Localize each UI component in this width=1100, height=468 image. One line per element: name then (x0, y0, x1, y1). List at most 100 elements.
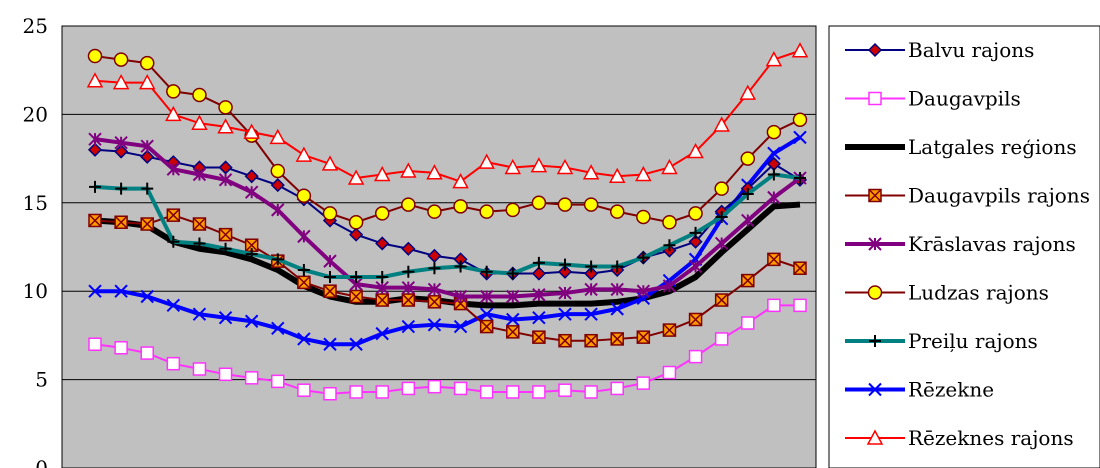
data-point (506, 325, 520, 339)
data-point (741, 316, 755, 330)
legend-label: Daugavpils rajons (908, 184, 1090, 208)
data-point (532, 330, 546, 344)
data-point (270, 163, 286, 179)
y-tick-label: 5 (35, 368, 48, 392)
data-point (765, 51, 783, 67)
data-point (766, 124, 782, 140)
data-point (479, 289, 494, 304)
data-point (741, 213, 755, 228)
data-point (582, 164, 600, 180)
series-line (94, 214, 801, 342)
data-point (584, 266, 599, 281)
data-point (506, 267, 519, 280)
data-point (350, 271, 363, 284)
series-line-5 (87, 48, 808, 230)
data-point (217, 118, 234, 134)
data-point (166, 84, 181, 99)
data-point (608, 167, 626, 184)
y-tick-label: 10 (23, 279, 48, 303)
data-point (349, 385, 363, 399)
data-point (689, 226, 702, 239)
data-point (401, 197, 416, 212)
legend-item: Ludzas rajons (845, 281, 1049, 305)
y-tick-label: 15 (23, 191, 48, 215)
legend-item: Rēzekne (845, 378, 994, 402)
series-line-6 (89, 168, 806, 284)
data-point (480, 265, 493, 278)
legend-label: Balvu rajons (908, 38, 1034, 62)
data-point (297, 275, 311, 290)
data-point (452, 173, 469, 189)
series-line (94, 148, 801, 275)
data-point (244, 371, 259, 385)
legend-label: Latgales reģions (908, 135, 1077, 159)
data-point (794, 172, 806, 185)
legend-item: Preiļu rajons (845, 329, 1038, 353)
data-point (558, 307, 572, 321)
data-point (506, 312, 520, 327)
data-point (401, 381, 416, 396)
data-point (349, 289, 363, 304)
data-point (244, 169, 259, 184)
data-point (687, 142, 704, 159)
data-point (868, 91, 882, 106)
data-point (532, 385, 546, 399)
data-point (688, 259, 703, 274)
data-point (243, 123, 260, 139)
legend-label: Daugavpils (908, 87, 1021, 111)
data-point (585, 260, 598, 273)
data-point (506, 289, 520, 304)
data-point (297, 383, 311, 397)
data-point (138, 73, 156, 90)
data-point (401, 293, 416, 307)
data-point (87, 48, 103, 64)
data-point (739, 84, 757, 100)
data-point (88, 213, 102, 228)
data-point (141, 182, 154, 195)
data-point (219, 242, 232, 255)
data-point (868, 188, 882, 203)
legend: Balvu rajons Daugavpils Latgales reģions Da… (845, 38, 1090, 450)
data-point (662, 365, 677, 380)
series-line (94, 55, 801, 224)
data-point (297, 332, 311, 346)
data-point (349, 337, 363, 351)
legend-label: Rēzeknes rajons (908, 426, 1074, 450)
data-point (556, 158, 574, 175)
data-point (532, 256, 545, 269)
data-point (714, 181, 729, 196)
data-point (427, 204, 442, 219)
data-point (610, 302, 624, 316)
y-tick-label: 20 (23, 102, 48, 126)
series-line-7 (88, 130, 807, 351)
legend-item: Daugavpils rajons (845, 184, 1090, 208)
data-point (767, 252, 781, 267)
data-point (401, 319, 416, 334)
data-point (191, 114, 208, 130)
data-point (140, 149, 155, 164)
legend-label: Krāslavas rajons (908, 232, 1076, 256)
series-line (94, 49, 801, 183)
data-point (297, 229, 311, 244)
data-point (715, 210, 728, 223)
legend-item: Daugavpils (845, 87, 1021, 111)
data-point (375, 326, 389, 341)
data-point (584, 385, 598, 399)
legend-item: Rēzeknes rajons (845, 426, 1074, 450)
data-point (140, 139, 154, 153)
data-point (636, 330, 651, 344)
data-point (559, 258, 571, 271)
data-point (323, 386, 337, 401)
data-point (166, 356, 181, 371)
data-point (374, 206, 390, 221)
data-point (192, 362, 207, 376)
data-point (741, 273, 755, 288)
data-point (375, 385, 389, 399)
data-point (453, 381, 468, 396)
data-point (347, 169, 365, 185)
data-point (113, 52, 129, 67)
data-point (867, 42, 883, 58)
data-point (635, 165, 652, 182)
data-point (636, 376, 651, 390)
